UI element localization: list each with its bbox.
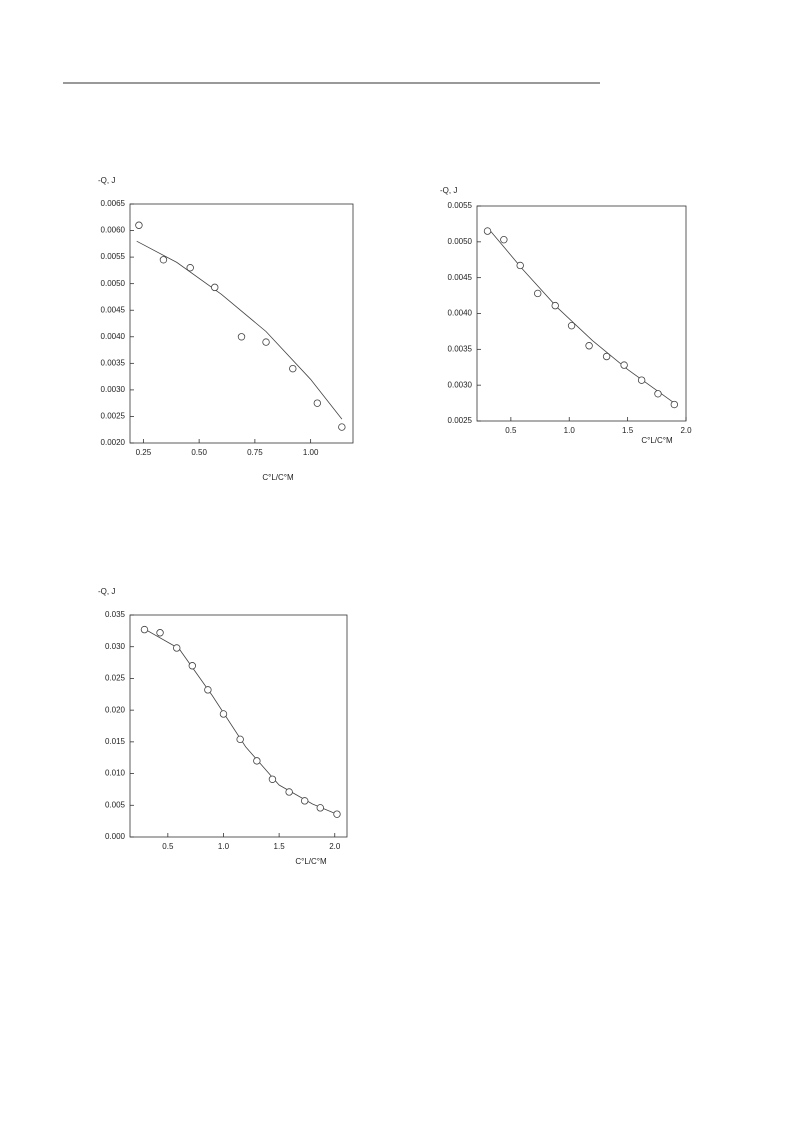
y-tick-label: 0.0050 — [448, 237, 473, 246]
data-point — [567, 321, 576, 330]
data-point — [654, 390, 662, 398]
y-tick-label: 0.0045 — [448, 273, 473, 282]
x-tick-label: 1.5 — [274, 842, 286, 851]
y-tick-label: 0.0030 — [448, 380, 473, 389]
data-point — [585, 342, 593, 350]
data-point — [159, 256, 168, 264]
data-point — [236, 735, 244, 744]
y-tick-label: 0.0020 — [101, 438, 126, 447]
data-point — [301, 797, 309, 805]
y-axis-label: -Q, J — [98, 176, 115, 185]
y-tick-label: 0.000 — [105, 832, 126, 841]
data-point — [500, 235, 508, 244]
y-tick-label: 0.020 — [105, 705, 126, 714]
data-point — [173, 644, 181, 652]
data-point — [188, 662, 197, 670]
y-tick-label: 0.0050 — [101, 279, 126, 288]
y-tick-label: 0.0025 — [448, 416, 473, 425]
x-tick-label: 1.5 — [622, 426, 634, 435]
x-tick-label: 1.0 — [564, 426, 576, 435]
x-tick-label: 1.00 — [303, 448, 319, 457]
data-point — [551, 301, 559, 310]
data-point — [316, 804, 324, 812]
x-tick-label: 0.50 — [191, 448, 207, 457]
data-point — [135, 221, 143, 229]
y-tick-label: 0.030 — [105, 642, 126, 651]
data-point — [156, 629, 164, 637]
x-tick-label: 0.5 — [505, 426, 517, 435]
x-axis-label: C°L/C°M — [641, 436, 673, 445]
y-axis-label: -Q, J — [98, 587, 115, 596]
data-point — [204, 686, 212, 694]
data-point — [338, 423, 346, 431]
y-tick-label: 0.0040 — [448, 309, 473, 318]
data-point — [268, 775, 277, 783]
y-tick-label: 0.015 — [105, 737, 126, 746]
data-point — [670, 400, 679, 409]
data-point — [637, 376, 646, 384]
data-point — [219, 710, 228, 718]
y-tick-label: 0.025 — [105, 674, 126, 683]
data-point — [140, 625, 149, 634]
y-tick-label: 0.010 — [105, 769, 126, 778]
fit-line — [487, 227, 675, 404]
y-tick-label: 0.0065 — [101, 199, 126, 208]
data-point — [237, 333, 246, 341]
data-point — [186, 264, 194, 272]
y-tick-label: 0.0040 — [101, 332, 126, 341]
fit-line — [144, 628, 338, 815]
y-tick-label: 0.0055 — [101, 252, 126, 261]
data-point — [313, 399, 322, 407]
y-tick-label: 0.005 — [105, 800, 126, 809]
y-tick-label: 0.0060 — [101, 226, 126, 235]
y-tick-label: 0.0055 — [448, 201, 473, 210]
data-point — [285, 788, 293, 796]
x-tick-label: 2.0 — [680, 426, 692, 435]
y-tick-label: 0.0035 — [448, 344, 473, 353]
plot-frame — [129, 203, 354, 444]
x-tick-label: 1.0 — [218, 842, 230, 851]
y-tick-label: 0.035 — [105, 610, 126, 619]
data-point — [333, 810, 341, 818]
y-tick-label: 0.0035 — [101, 358, 126, 367]
plot-frame — [129, 614, 348, 838]
data-point — [289, 364, 297, 373]
data-point — [602, 352, 611, 361]
data-point — [211, 283, 219, 292]
y-tick-label: 0.0030 — [101, 385, 126, 394]
x-axis-label: C°L/C°M — [262, 473, 294, 482]
data-point — [262, 338, 270, 346]
x-tick-label: 0.25 — [136, 448, 152, 457]
data-point — [516, 261, 524, 270]
y-axis-label: -Q, J — [440, 186, 457, 195]
x-tick-label: 0.5 — [162, 842, 174, 851]
data-point — [620, 361, 628, 369]
x-tick-label: 0.75 — [247, 448, 263, 457]
x-tick-label: 2.0 — [329, 842, 341, 851]
y-tick-label: 0.0045 — [101, 305, 126, 314]
data-point — [534, 289, 542, 298]
data-point — [483, 227, 492, 235]
fit-line — [136, 240, 343, 420]
x-axis-label: C°L/C°M — [295, 857, 327, 866]
data-point — [253, 757, 261, 765]
y-tick-label: 0.0025 — [101, 412, 126, 421]
